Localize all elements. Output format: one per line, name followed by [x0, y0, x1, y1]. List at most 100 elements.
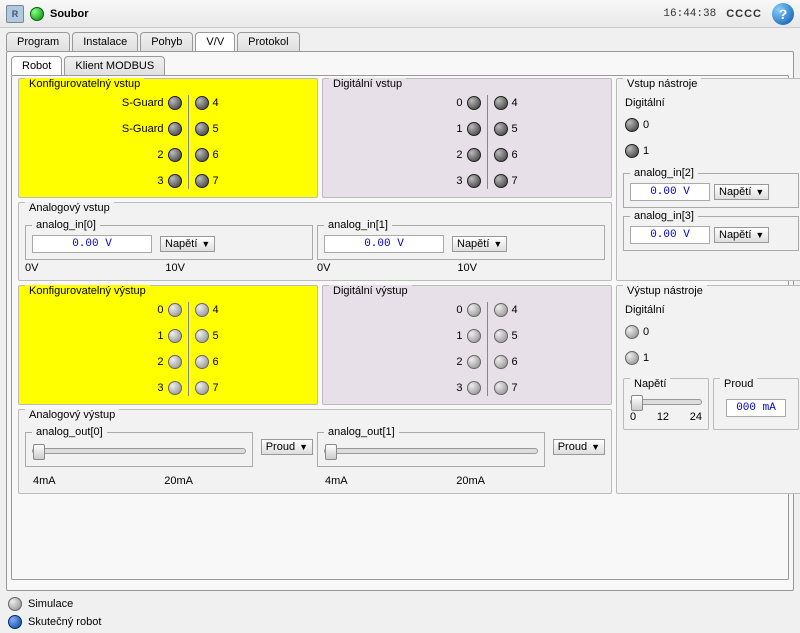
chevron-down-icon: ▼	[591, 442, 600, 452]
range-max: 10V	[165, 262, 185, 274]
value-display: 000 mA	[726, 399, 786, 417]
analog-out-slider[interactable]	[32, 448, 246, 454]
label: analog_out[0]	[32, 426, 107, 438]
led-icon	[168, 148, 182, 162]
chevron-down-icon: ▼	[493, 239, 502, 249]
box-title: Výstup nástroje	[623, 285, 707, 297]
box-title: Konfigurovatelný vstup	[25, 78, 144, 90]
label: analog_in[3]	[630, 210, 698, 222]
io-label: 0	[104, 304, 164, 316]
io-label: 4	[512, 304, 532, 316]
led-icon	[168, 174, 182, 188]
main-tabs: Program Instalace Pohyb V/V Protokol	[0, 28, 800, 51]
label: Digitální	[625, 304, 797, 316]
value-display: 0.00 V	[32, 235, 152, 253]
io-label: 6	[512, 149, 532, 161]
led-button[interactable]	[168, 355, 182, 369]
led-icon	[467, 174, 481, 188]
led-button[interactable]	[494, 381, 508, 395]
led-icon	[467, 96, 481, 110]
io-label: 1	[403, 330, 463, 342]
sim-radio[interactable]	[8, 597, 22, 611]
io-label: 1	[643, 145, 663, 157]
led-button[interactable]	[494, 355, 508, 369]
io-label: 7	[213, 175, 233, 187]
led-button[interactable]	[168, 303, 182, 317]
led-button[interactable]	[625, 325, 639, 339]
clock: 16:44:38	[663, 8, 716, 20]
tab-pohyb[interactable]: Pohyb	[140, 32, 193, 51]
tab-protokol[interactable]: Protokol	[237, 32, 299, 51]
voltage-slider[interactable]	[630, 399, 702, 405]
mode-select[interactable]: Proud▼	[553, 439, 605, 455]
subtab-robot[interactable]: Robot	[11, 56, 62, 75]
box-title: Analogový výstup	[25, 409, 119, 421]
mode-select[interactable]: Napětí▼	[452, 236, 507, 252]
box-tool-input: Vstup nástroje Digitální 0 1 analog_in[2…	[616, 78, 800, 281]
tab-program[interactable]: Program	[6, 32, 70, 51]
box-conf-input: Konfigurovatelný vstup S-Guard S-Guard 2…	[18, 78, 318, 198]
tab-vv[interactable]: V/V	[195, 32, 235, 51]
led-icon	[168, 122, 182, 136]
led-button[interactable]	[467, 355, 481, 369]
led-button[interactable]	[467, 329, 481, 343]
range-min: 4mA	[33, 475, 56, 487]
analog-out-slider[interactable]	[324, 448, 538, 454]
io-label: 6	[213, 356, 233, 368]
led-icon	[494, 122, 508, 136]
io-label: 7	[213, 382, 233, 394]
led-icon	[168, 96, 182, 110]
box-title: Analogový vstup	[25, 202, 114, 214]
io-label: 1	[643, 352, 663, 364]
led-button[interactable]	[467, 381, 481, 395]
subtab-modbus[interactable]: Klient MODBUS	[64, 56, 165, 75]
tab-instalace[interactable]: Instalace	[72, 32, 138, 51]
led-button[interactable]	[625, 351, 639, 365]
led-icon	[195, 174, 209, 188]
chevron-down-icon: ▼	[755, 187, 764, 197]
led-button[interactable]	[494, 329, 508, 343]
led-icon	[494, 148, 508, 162]
led-button[interactable]	[195, 303, 209, 317]
label: analog_out[1]	[324, 426, 399, 438]
chevron-down-icon: ▼	[201, 239, 210, 249]
label: Digitální	[625, 97, 797, 109]
io-label: 2	[104, 149, 164, 161]
file-menu[interactable]: Soubor	[50, 8, 89, 20]
io-label: 6	[512, 356, 532, 368]
io-label: 4	[213, 304, 233, 316]
chevron-down-icon: ▼	[755, 230, 764, 240]
box-dig-input: Digitální vstup 0 1 2 3 4 5 6 7	[322, 78, 612, 198]
box-analog-input: Analogový vstup analog_in[0] 0.00 V Napě…	[18, 202, 612, 281]
box-tool-output: Výstup nástroje Digitální 0 1 Napětí 012…	[616, 285, 800, 494]
box-analog-output: Analogový výstup analog_out[0] Proud▼ an…	[18, 409, 612, 494]
chevron-down-icon: ▼	[299, 442, 308, 452]
io-label: 0	[403, 304, 463, 316]
real-label: Skutečný robot	[28, 616, 101, 628]
io-label: 5	[512, 123, 532, 135]
mode-select[interactable]: Napětí▼	[714, 184, 769, 200]
led-button[interactable]	[467, 303, 481, 317]
io-label: 5	[213, 123, 233, 135]
io-label: 7	[512, 382, 532, 394]
label: analog_in[2]	[630, 167, 698, 179]
help-icon[interactable]: ?	[772, 3, 794, 25]
box-title: Proud	[720, 378, 757, 390]
led-icon	[625, 118, 639, 132]
io-label: 5	[213, 330, 233, 342]
mode-select[interactable]: Napětí▼	[714, 227, 769, 243]
box-title: Digitální výstup	[329, 285, 412, 297]
mode-select[interactable]: Napětí▼	[160, 236, 215, 252]
io-label: 2	[104, 356, 164, 368]
led-button[interactable]	[195, 329, 209, 343]
led-button[interactable]	[195, 381, 209, 395]
label: analog_in[1]	[324, 219, 392, 231]
led-button[interactable]	[168, 381, 182, 395]
real-radio[interactable]	[8, 615, 22, 629]
led-button[interactable]	[195, 355, 209, 369]
led-button[interactable]	[168, 329, 182, 343]
led-button[interactable]	[494, 303, 508, 317]
io-label: 1	[104, 330, 164, 342]
mode-select[interactable]: Proud▼	[261, 439, 313, 455]
box-dig-output: Digitální výstup 0 1 2 3 4 5 6 7	[322, 285, 612, 405]
